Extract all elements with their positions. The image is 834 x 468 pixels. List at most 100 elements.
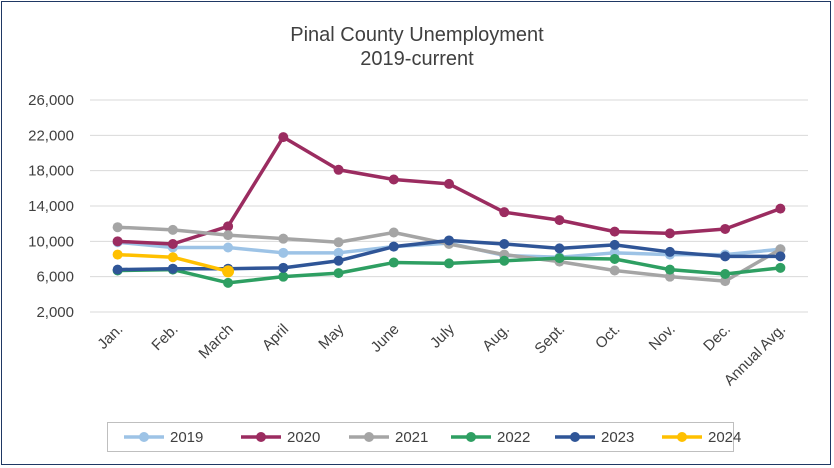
legend-label: 2023 (601, 429, 634, 446)
data-point (167, 238, 178, 249)
y-axis-ticks: 2,000 6,000 10,000 14,000 18,000 22,000 26,000 (28, 92, 74, 321)
data-point (333, 164, 344, 175)
legend-swatch-marker (139, 432, 149, 442)
data-point (388, 174, 399, 185)
data-point (554, 215, 565, 226)
data-point (167, 224, 178, 235)
data-point (223, 242, 234, 253)
data-point (720, 251, 731, 262)
data-point (609, 226, 620, 237)
data-point (775, 203, 786, 214)
series-line (115, 135, 783, 246)
series-2022 (112, 253, 786, 288)
legend-item: 2023 (555, 429, 634, 446)
data-point (444, 235, 454, 246)
data-point (278, 247, 289, 258)
data-point (444, 178, 454, 189)
data-point (278, 233, 289, 244)
data-point (609, 254, 620, 264)
legend-swatch-marker (570, 432, 580, 442)
legend-item: 2019 (124, 429, 203, 446)
y-tick-label: 22,000 (28, 127, 74, 144)
legend-swatch-marker (256, 432, 266, 442)
x-axis-ticks: Jan. Feb. March April May June July Aug. Sept. Oc… (94, 320, 789, 389)
data-point (278, 132, 289, 143)
data-point (112, 264, 123, 275)
data-point (720, 223, 731, 234)
data-point (278, 262, 289, 273)
legend-label: 2020 (287, 429, 320, 446)
legend-swatch-marker (466, 432, 476, 442)
data-point (499, 238, 510, 249)
data-point (388, 257, 399, 268)
data-point (554, 243, 565, 254)
data-point (388, 241, 399, 252)
data-point (499, 207, 510, 218)
x-tick-label: Nov. (646, 321, 679, 354)
legend-item: 2024 (662, 429, 741, 446)
data-point (112, 249, 123, 260)
chart-subtitle: 2019-current (360, 48, 474, 70)
legend: 2019 2020 2021 2022 2023 2024 (124, 429, 741, 446)
series-lines (112, 132, 786, 288)
legend-item: 2021 (349, 429, 428, 446)
legend-label: 2019 (170, 429, 203, 446)
data-point (167, 252, 178, 263)
series-2020 (112, 132, 786, 249)
data-point (333, 255, 344, 266)
x-tick-label: March (195, 321, 236, 362)
data-point (664, 246, 675, 257)
data-point (554, 253, 565, 264)
legend-label: 2021 (395, 429, 428, 446)
legend-label: 2022 (497, 429, 530, 446)
x-tick-label: July (427, 320, 458, 351)
data-point (720, 276, 731, 287)
x-tick-label: Aug. (479, 321, 513, 355)
x-tick-label: Jan. (94, 321, 126, 353)
data-point (444, 258, 454, 269)
y-tick-label: 10,000 (28, 233, 74, 250)
data-point (664, 271, 675, 282)
data-point (278, 271, 289, 282)
data-point (664, 228, 675, 239)
y-tick-label: 2,000 (36, 304, 74, 321)
legend-swatch-marker (677, 432, 687, 442)
y-tick-label: 26,000 (28, 92, 74, 109)
chart-title: Pinal County Unemployment (290, 24, 544, 46)
data-point (167, 263, 178, 274)
data-point (609, 239, 620, 250)
data-point (333, 268, 344, 279)
data-point (112, 222, 123, 233)
y-tick-label: 14,000 (28, 198, 74, 215)
data-point (499, 255, 510, 266)
data-point (609, 265, 620, 276)
x-tick-label: June (368, 321, 403, 356)
data-point (223, 277, 234, 288)
y-tick-label: 6,000 (36, 269, 74, 286)
x-tick-label: Dec. (700, 321, 734, 355)
data-point (223, 230, 234, 241)
legend-swatch-marker (364, 432, 374, 442)
data-point (223, 221, 234, 232)
x-tick-label: April (259, 321, 292, 354)
data-point (222, 265, 235, 278)
data-point (775, 262, 786, 273)
x-tick-label: Oct. (592, 321, 623, 352)
legend-item: 2020 (241, 429, 320, 446)
data-point (775, 244, 786, 255)
y-tick-label: 18,000 (28, 163, 74, 180)
legend-label: 2024 (708, 429, 741, 446)
data-point (775, 251, 786, 262)
data-point (720, 269, 731, 280)
x-tick-label: Sept. (531, 321, 568, 358)
data-point (333, 247, 344, 258)
legend-box (107, 422, 734, 452)
data-point (388, 227, 399, 238)
x-tick-label: May (315, 320, 347, 352)
series-2024 (112, 249, 235, 278)
data-point (333, 237, 344, 248)
x-tick-label: Feb. (148, 321, 181, 354)
legend-item: 2022 (451, 429, 530, 446)
data-point (112, 236, 123, 247)
